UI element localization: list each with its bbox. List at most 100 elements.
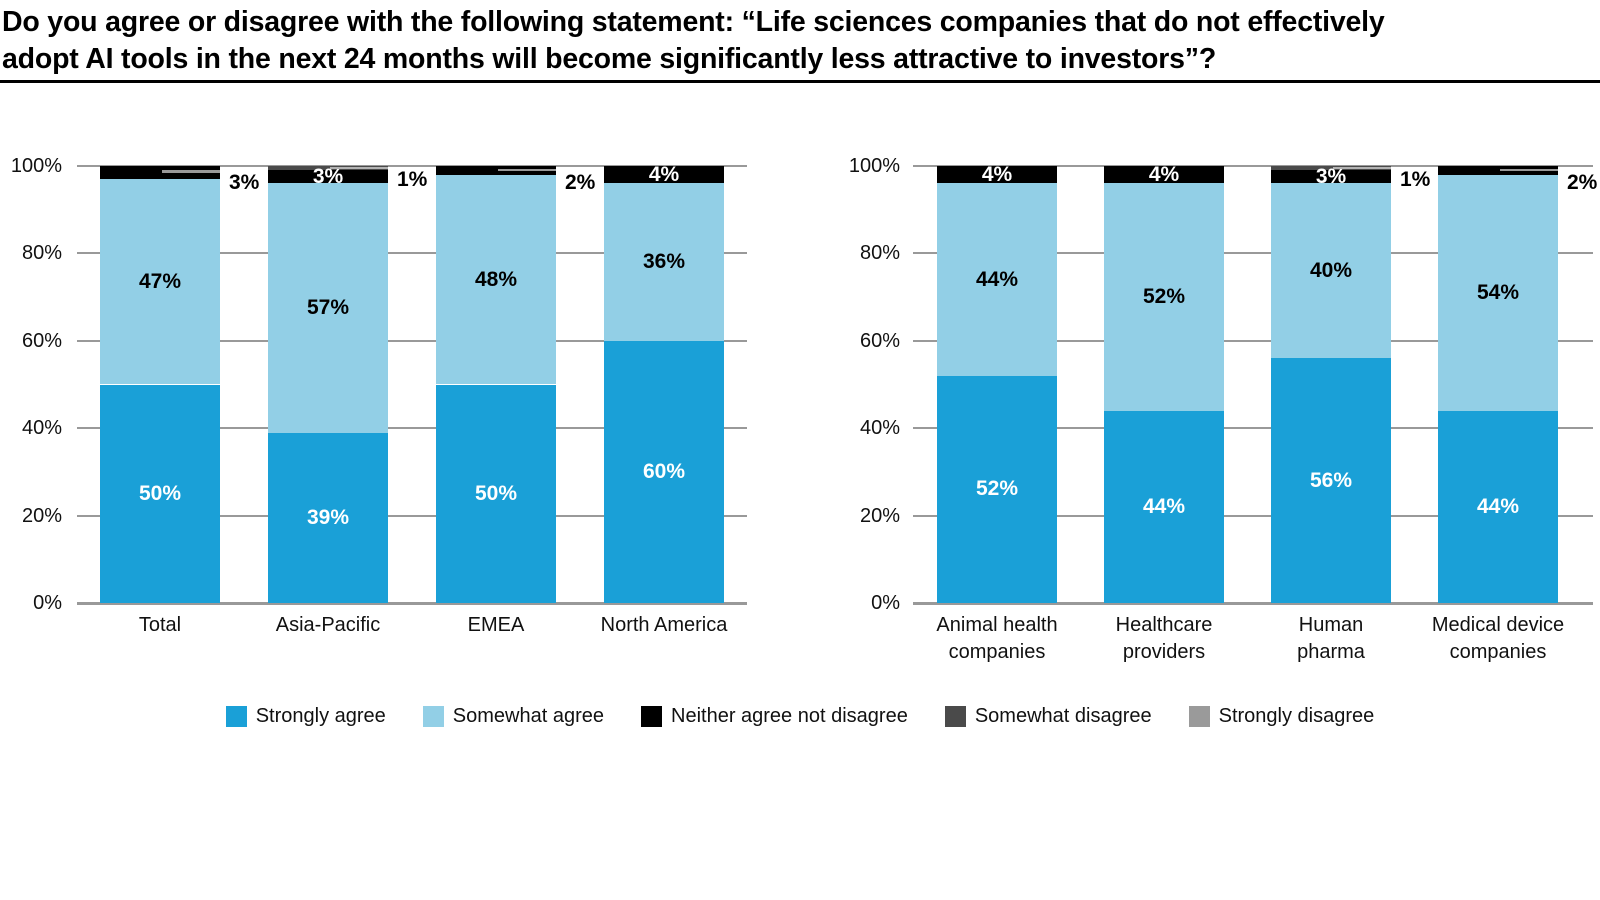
category-label-line: Medical device <box>1431 614 1565 636</box>
y-axis-tick-label: 40% <box>21 417 62 440</box>
gridline <box>77 339 747 342</box>
category-label-line: providers <box>1122 641 1206 663</box>
bar-segment-neither <box>1271 170 1391 184</box>
value-label-neither-outside: 2% <box>565 171 596 194</box>
gridline <box>77 252 747 255</box>
value-label-somewhat-agree: 52% <box>1142 285 1186 309</box>
bar-segment-neither <box>937 166 1057 184</box>
bar-segment-strongly-agree <box>268 432 388 603</box>
bar-segment-somewhat-agree <box>268 183 388 433</box>
legend: Strongly agree Somewhat agree Neither agre… <box>0 701 1600 731</box>
bar-segment-strongly-agree <box>1438 410 1558 603</box>
legend-swatch-somewhat-disagree <box>944 705 966 727</box>
category-label-line: Healthcare <box>1115 614 1213 636</box>
bar-segment-somewhat-agree <box>1438 174 1558 411</box>
legend-label: Somewhat disagree <box>974 705 1152 727</box>
bar-segment-strongly-agree <box>937 375 1057 603</box>
category-label-line: North America <box>600 614 728 636</box>
bar-segment-somewhat-agree <box>604 183 724 341</box>
bar-segment-somewhat-agree <box>937 183 1057 376</box>
category-label: Healthcare providers <box>1049 612 1279 666</box>
y-axis-tick-label: 20% <box>859 504 900 527</box>
y-axis-tick-label: 80% <box>21 242 62 265</box>
y-axis-tick-label: 40% <box>859 417 900 440</box>
gridline <box>913 602 1593 605</box>
y-axis-tick-label: 0% <box>33 592 62 614</box>
strongly-disagree-sliver <box>330 166 388 169</box>
gridline <box>77 427 747 430</box>
value-label-somewhat-agree: 57% <box>306 296 350 320</box>
gridline <box>77 514 747 517</box>
value-label-strongly-agree: 56% <box>1309 468 1353 492</box>
value-label-somewhat-agree: 40% <box>1309 258 1353 282</box>
value-label-neither: 4% <box>1148 162 1180 186</box>
legend-label: Somewhat agree <box>452 705 604 727</box>
bar-segment-somewhat-agree <box>100 179 220 385</box>
bar-segment-strongly-agree <box>1104 410 1224 603</box>
category-label: Human pharma <box>1216 612 1446 666</box>
value-label-somewhat-agree: 47% <box>138 269 182 293</box>
category-label: EMEA <box>381 612 611 639</box>
bar-segment-neither <box>1438 166 1558 175</box>
category-label: Medical device companies <box>1383 612 1600 666</box>
gridline <box>77 602 747 605</box>
category-label: North America <box>549 612 779 639</box>
value-label-neither: 3% <box>312 164 344 188</box>
category-label: Asia-Pacific <box>213 612 443 639</box>
bar-segment-somewhat-agree <box>1104 183 1224 411</box>
value-label-neither: 3% <box>1315 164 1347 188</box>
category-label-line: Animal health <box>936 614 1058 636</box>
value-label-somewhat-agree: 48% <box>474 267 518 291</box>
y-axis-tick-label: 60% <box>859 329 900 352</box>
bar-segment-strongly-agree <box>100 384 220 603</box>
legend-label: Strongly agree <box>255 705 386 727</box>
bar-segment-somewhat-disagree <box>268 166 388 171</box>
title-line-1: Do you agree or disagree with the follow… <box>2 6 1385 38</box>
bar-segment-strongly-agree <box>436 384 556 603</box>
category-label-line: EMEA <box>467 614 525 636</box>
value-label-somewhat-disagree-outside: 1% <box>397 168 428 191</box>
value-label-strongly-agree: 50% <box>474 481 518 505</box>
gridline <box>913 339 1593 342</box>
value-label-strongly-agree: 60% <box>642 459 686 483</box>
bar-segment-somewhat-agree <box>1271 183 1391 359</box>
bar-segment-neither <box>268 170 388 184</box>
category-label: Animal health companies <box>882 612 1112 666</box>
legend-swatch-neither <box>641 705 662 727</box>
value-label-neither: 4% <box>648 162 680 186</box>
bar-segment-strongly-agree <box>1271 358 1391 603</box>
value-label-strongly-agree: 44% <box>1476 494 1520 518</box>
y-axis-tick-label: 100% <box>848 155 900 177</box>
gridline <box>77 165 747 167</box>
legend-item: Somewhat agree <box>422 703 604 729</box>
value-label-strongly-agree: 50% <box>138 481 182 505</box>
bar-segment-neither <box>436 166 556 175</box>
bar-segment-neither <box>1104 166 1224 184</box>
chart-question-title: Do you agree or disagree with the follow… <box>2 4 1385 78</box>
value-label-somewhat-agree: 36% <box>642 250 686 274</box>
strongly-disagree-sliver <box>162 170 220 173</box>
legend-item: Strongly disagree <box>1188 703 1374 729</box>
value-label-somewhat-disagree-outside: 1% <box>1400 168 1431 191</box>
value-label-neither-outside: 2% <box>1567 171 1598 194</box>
legend-swatch-strongly-agree <box>225 705 247 727</box>
y-axis-tick-label: 0% <box>871 592 900 614</box>
y-axis-tick-label: 100% <box>10 155 62 177</box>
legend-swatch-somewhat-agree <box>422 705 444 727</box>
category-label-line: Total <box>138 614 182 636</box>
category-label-line: Human <box>1298 614 1364 636</box>
gridline <box>913 427 1593 430</box>
legend-label: Neither agree not disagree <box>671 705 908 727</box>
y-axis-tick-label: 80% <box>859 242 900 265</box>
value-label-somewhat-agree: 44% <box>975 267 1019 291</box>
y-axis-tick-label: 20% <box>21 504 62 527</box>
bar-segment-strongly-agree <box>604 340 724 603</box>
bar-segment-neither <box>100 166 220 180</box>
category-label-line: Asia-Pacific <box>275 614 381 636</box>
gridline <box>913 514 1593 517</box>
value-label-somewhat-agree: 54% <box>1476 280 1520 304</box>
bar-segment-somewhat-disagree <box>1271 166 1391 171</box>
strongly-disagree-sliver <box>1500 168 1558 172</box>
